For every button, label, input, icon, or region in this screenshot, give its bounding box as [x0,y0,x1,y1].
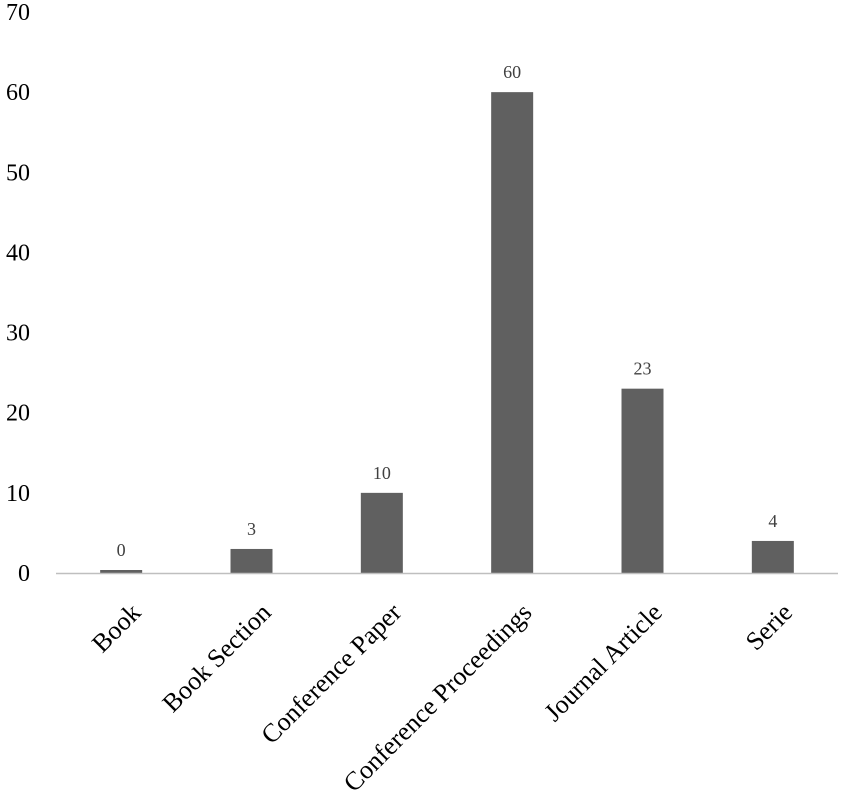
data-label: 0 [117,540,126,560]
y-tick-label: 20 [6,401,30,427]
y-tick-label: 0 [18,561,30,587]
y-tick-label: 70 [6,0,30,26]
data-label: 60 [503,62,521,82]
x-tick-label: Book [86,598,146,658]
bar-book-section [230,548,273,573]
bars [100,92,794,574]
data-labels: 0 3 10 60 23 4 [117,62,778,560]
data-label: 10 [373,463,391,483]
bar-journal-article [621,388,664,573]
y-tick-label: 50 [6,160,30,186]
x-tick-label: Serie [740,598,798,656]
bar-serie [751,540,794,573]
y-tick-label: 10 [6,481,30,507]
bar-book [100,570,143,573]
data-label: 3 [247,519,256,539]
y-tick-label: 60 [6,80,30,106]
data-label: 23 [634,359,652,379]
y-axis-tick-labels: 0 10 20 30 40 50 60 70 [6,0,30,587]
x-tick-label: Book Section [157,598,277,718]
bar-conference-paper [360,492,403,573]
bar-conference-proceedings [491,92,534,574]
data-label: 4 [768,511,777,531]
x-tick-label: Conference Paper [255,598,407,750]
y-tick-label: 40 [6,240,30,266]
y-tick-label: 30 [6,321,30,347]
x-tick-label: Journal Article [539,598,668,727]
